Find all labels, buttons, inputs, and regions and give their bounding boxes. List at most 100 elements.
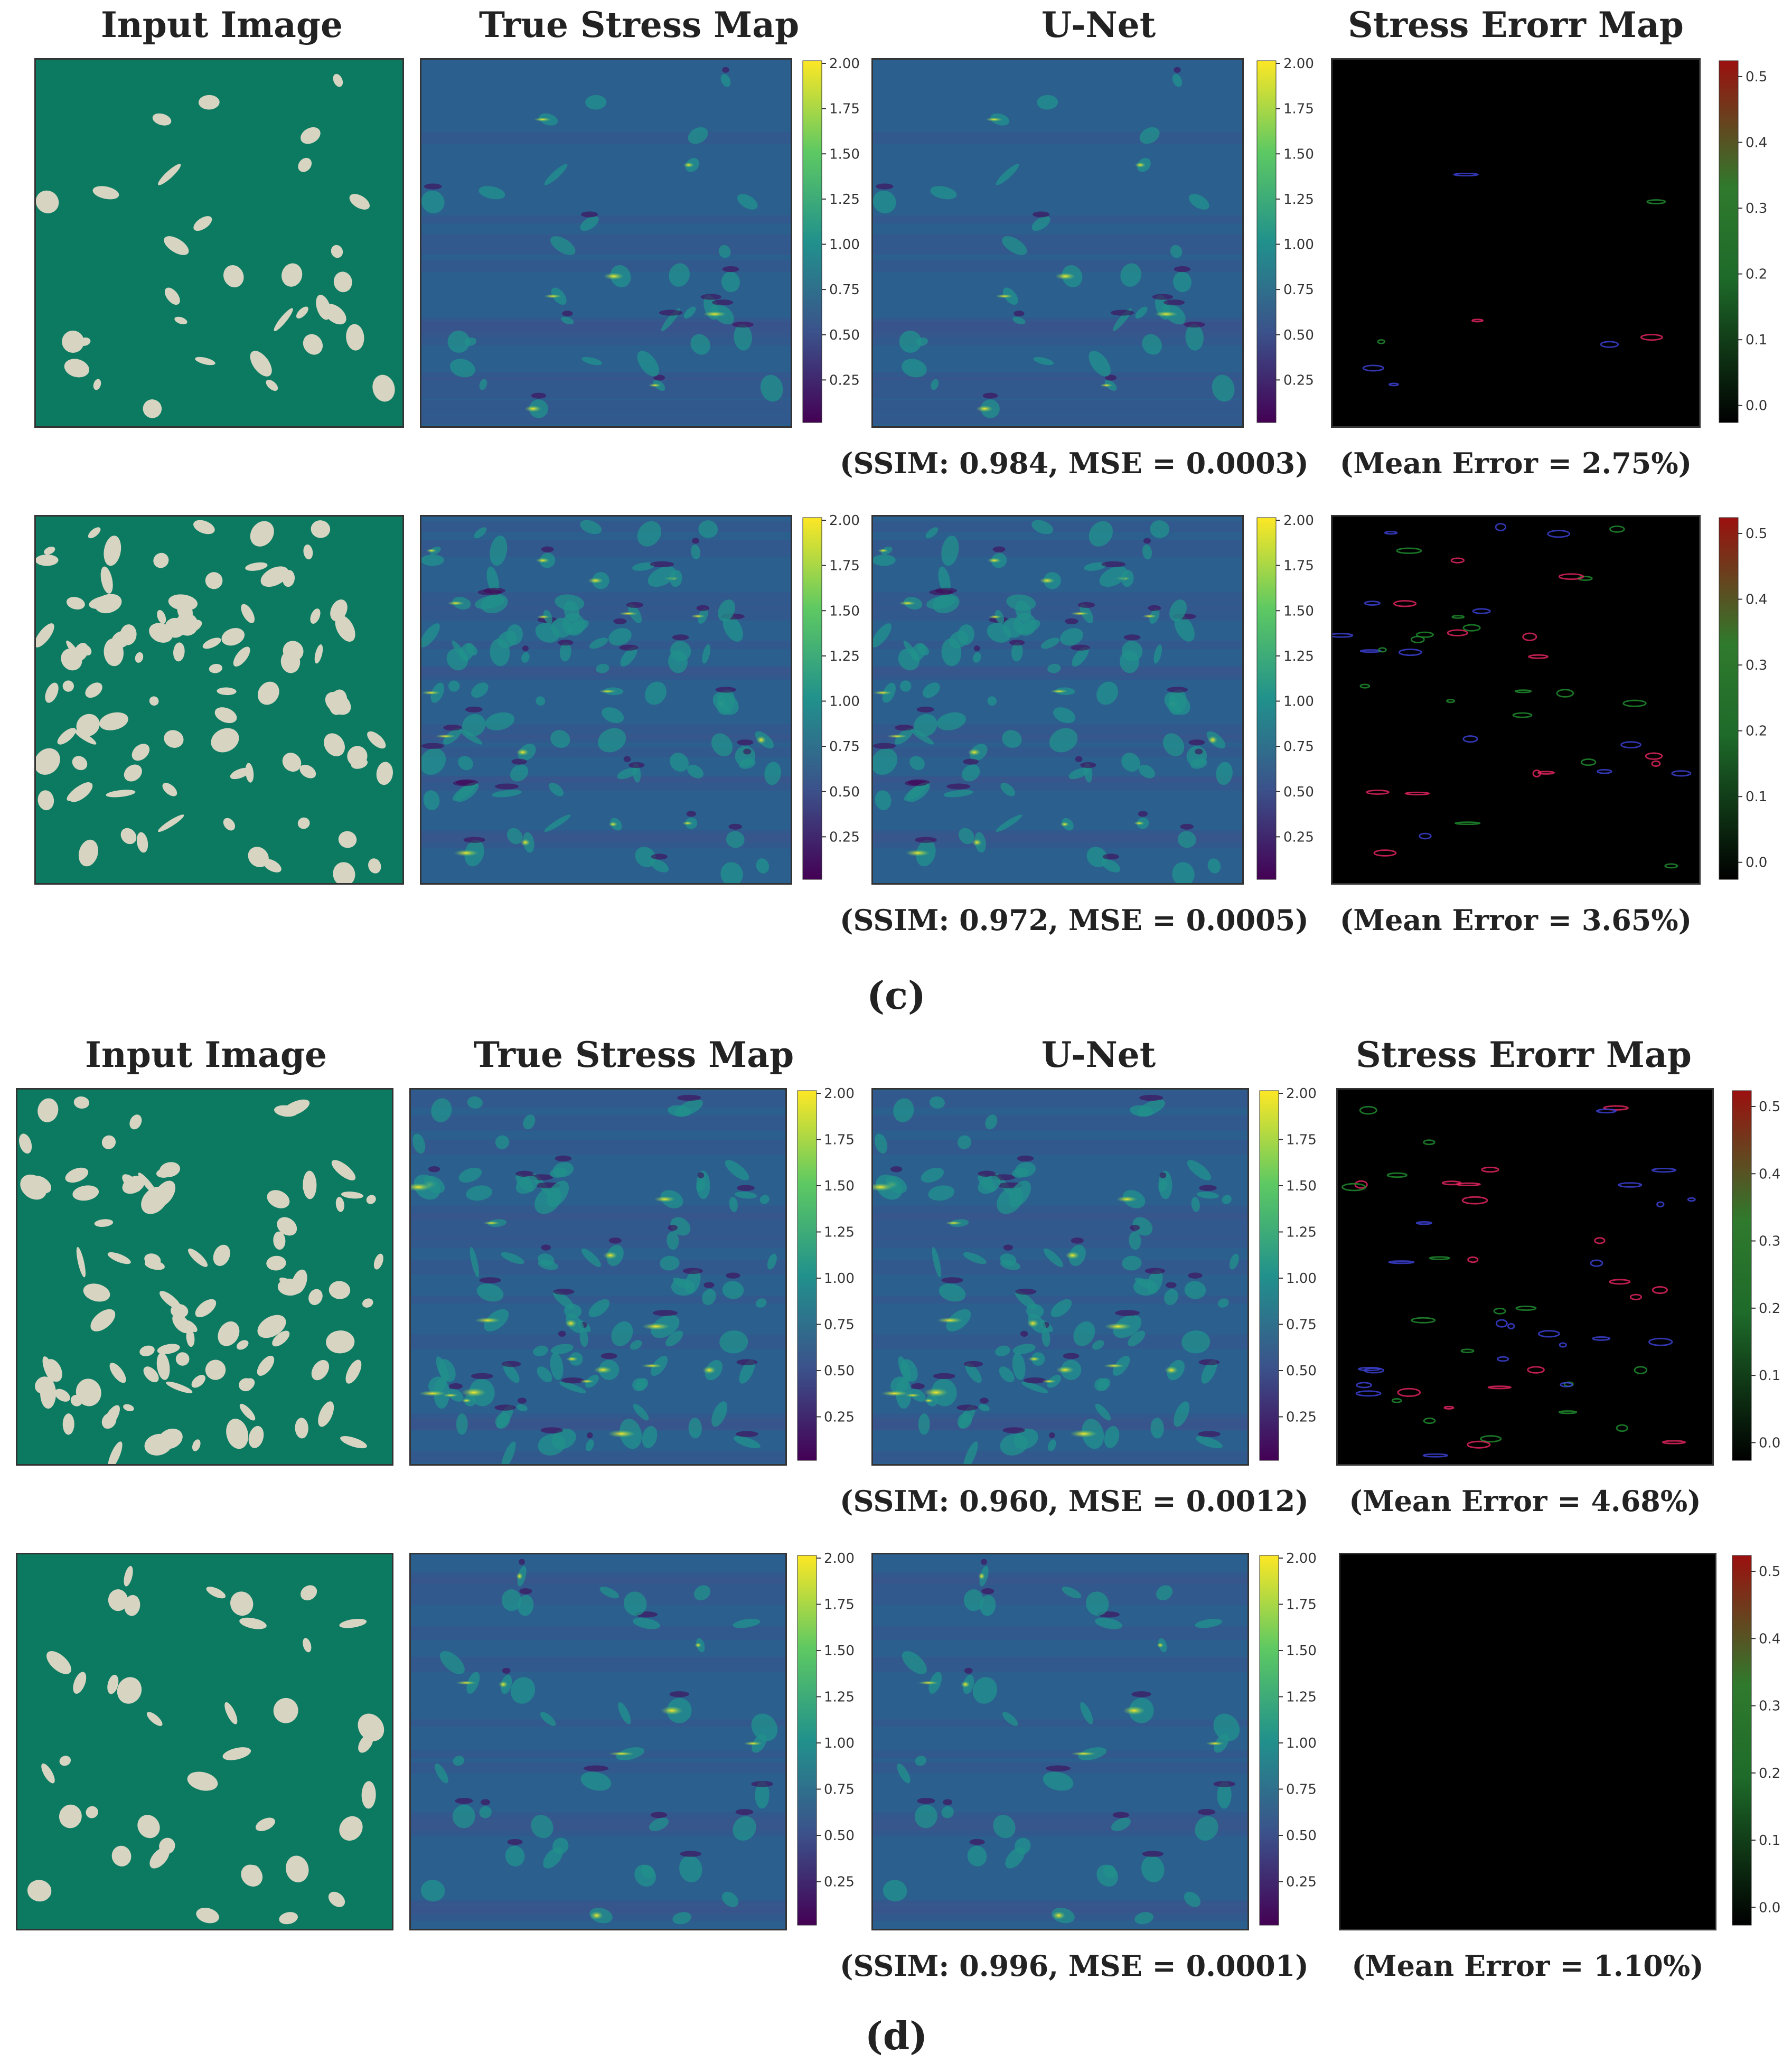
- stress-particle: [685, 1269, 701, 1294]
- error-background: [1338, 1090, 1712, 1464]
- particle: [139, 1345, 155, 1356]
- stress-concentration: [945, 1221, 962, 1225]
- stress-shadow: [1130, 1224, 1140, 1231]
- stress-particle: [475, 595, 505, 609]
- stress-particle: [617, 767, 637, 780]
- stress-shadow: [1166, 1282, 1177, 1288]
- stress-concentration: [923, 1388, 949, 1397]
- stress-particle: [930, 186, 957, 200]
- colorbar-tick-label: 1.75: [1286, 1597, 1317, 1613]
- stress-shadow: [455, 1797, 473, 1804]
- true-stress-map-panel: [409, 1553, 787, 1930]
- stress-band: [411, 1577, 785, 1592]
- stress-concentration: [598, 689, 617, 693]
- error-outline: [1354, 1180, 1368, 1189]
- stress-shadow: [963, 758, 979, 765]
- stress-shadow: [726, 1272, 740, 1279]
- error-outline: [1652, 1286, 1668, 1295]
- stress-particle: [690, 334, 710, 355]
- stress-shadow: [875, 183, 894, 190]
- colorbar-tick-label: 0.1: [1759, 1833, 1780, 1849]
- stress-particle: [1012, 1344, 1036, 1354]
- stress-particle: [739, 758, 756, 769]
- particle: [250, 521, 274, 547]
- stress-particle: [510, 1677, 536, 1704]
- stress-particle: [1068, 767, 1089, 780]
- colorbar-tick-label: 1.50: [1283, 146, 1314, 162]
- error-outline: [1507, 1323, 1515, 1329]
- particle: [64, 359, 89, 378]
- error-outline: [1467, 1440, 1491, 1449]
- particle: [333, 862, 355, 883]
- stress-particle: [620, 646, 637, 667]
- colorbar-tick-label: 0.75: [824, 1782, 855, 1798]
- stress-shadow: [722, 266, 739, 273]
- stress-shadow: [650, 1812, 668, 1818]
- stress-particle: [596, 663, 609, 673]
- particle: [303, 1638, 312, 1653]
- particle: [209, 663, 223, 673]
- stress-shadow: [722, 67, 729, 73]
- stress-shadow: [502, 1667, 511, 1674]
- stress-shadow: [463, 837, 485, 843]
- stress-shadow: [522, 645, 529, 652]
- stress-background: [421, 60, 791, 426]
- stress-concentration: [499, 1681, 508, 1688]
- stress-error-map-panel: [1331, 58, 1701, 428]
- particle: [164, 730, 184, 748]
- stress-shadow: [1143, 538, 1151, 544]
- error-outline: [1620, 741, 1641, 749]
- stress-shadow: [677, 1094, 701, 1101]
- colorbar-tick-label: 1.25: [1286, 1690, 1317, 1705]
- error-outline: [1592, 1336, 1611, 1341]
- particle: [245, 763, 254, 783]
- particle: [122, 1176, 145, 1194]
- particle: [59, 1756, 71, 1766]
- stress-particle: [943, 790, 973, 798]
- stress-particle: [1049, 728, 1078, 753]
- stress-band: [873, 389, 1242, 399]
- stress-concentration: [702, 1366, 716, 1374]
- error-outline: [1447, 629, 1468, 636]
- particle: [196, 1908, 219, 1924]
- particle: [152, 113, 172, 126]
- stress-shadow: [703, 1282, 715, 1288]
- particle: [298, 157, 312, 172]
- stress-error-map-panel: [1339, 1553, 1716, 1930]
- stress-particle: [875, 790, 892, 811]
- colorbar-tick-label: 0.25: [824, 1874, 855, 1890]
- stress-particle: [936, 712, 967, 730]
- particle: [86, 1806, 98, 1818]
- particle: [175, 1352, 190, 1366]
- stress-shadow: [541, 1244, 551, 1251]
- stress-particle: [521, 652, 530, 663]
- colorbar-tick-label: 1.75: [829, 101, 860, 117]
- stress-concentration: [682, 821, 693, 826]
- stress-particle: [1047, 663, 1061, 673]
- stress-particle: [485, 712, 515, 730]
- stress-particle: [1170, 245, 1183, 258]
- stress-particle: [496, 1405, 513, 1429]
- stress-particle: [1092, 1340, 1104, 1350]
- header-stress-error-map: Stress Erorr Map: [1356, 1034, 1692, 1075]
- stress-particle: [1015, 1291, 1037, 1309]
- stress-band: [411, 1295, 785, 1304]
- particle: [104, 536, 121, 566]
- particle: [329, 689, 348, 715]
- stress-particle: [550, 1344, 574, 1354]
- error-outline: [1590, 1259, 1603, 1267]
- stress-shadow: [1020, 1330, 1028, 1337]
- stress-particle: [928, 1185, 955, 1201]
- particle: [250, 351, 272, 377]
- header-unet: U-Net: [1041, 4, 1156, 45]
- stress-concentration: [877, 549, 889, 552]
- particle: [109, 1363, 126, 1383]
- stress-concentration: [608, 1751, 635, 1756]
- stress-shadow: [751, 1781, 773, 1787]
- stress-particle: [1174, 615, 1195, 642]
- error-outline: [1609, 525, 1625, 533]
- particle: [44, 546, 55, 555]
- error-outline: [1558, 573, 1584, 580]
- stress-particle: [581, 1248, 602, 1267]
- stress-particle: [544, 814, 571, 832]
